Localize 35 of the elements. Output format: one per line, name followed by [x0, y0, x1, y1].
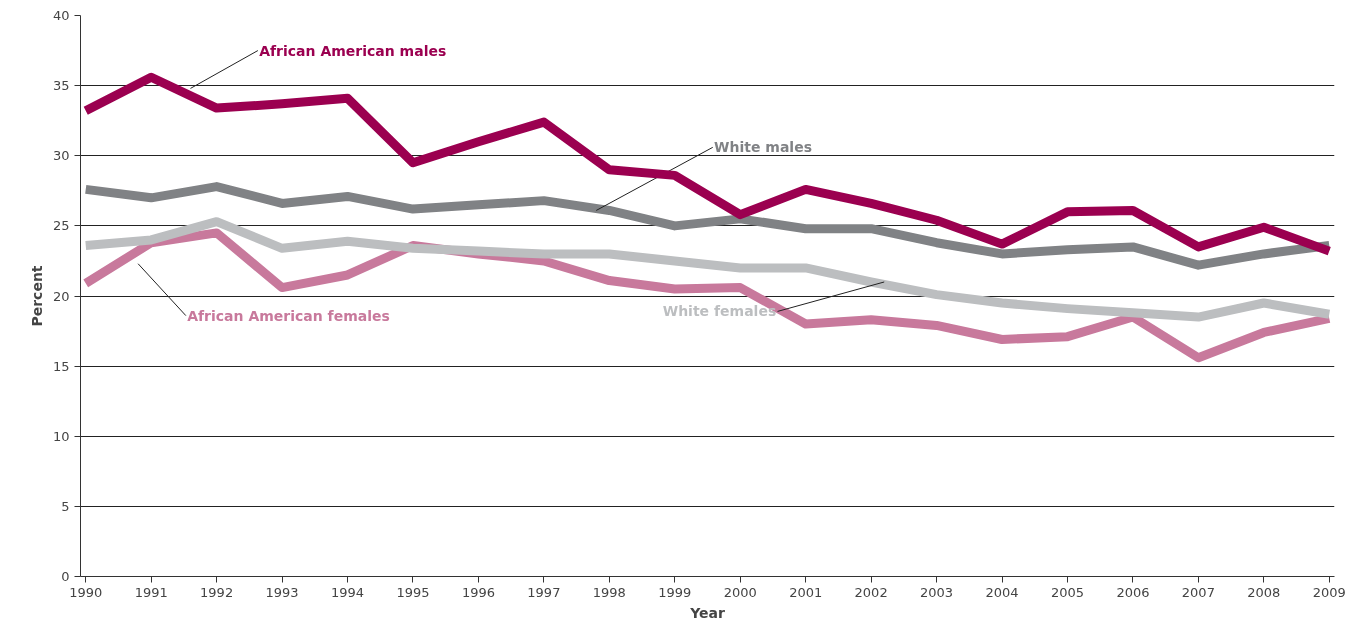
y-tick-label: 20 — [52, 288, 70, 304]
text: African American males — [259, 42, 447, 59]
y-tick-label: 30 — [52, 148, 70, 164]
y-tick-label: 5 — [61, 498, 70, 514]
y-axis-title: Percent — [28, 265, 45, 327]
x-tick-label: 1993 — [265, 584, 299, 600]
x-tick-label: 2001 — [789, 584, 823, 600]
x-tick-label: 2003 — [920, 584, 954, 600]
x-tick-label: 2009 — [1312, 584, 1346, 600]
x-tick-label: 2006 — [1116, 584, 1150, 600]
y-tick-label: 15 — [52, 358, 70, 374]
x-tick-label: 1996 — [461, 584, 495, 600]
x-tick-label: 2008 — [1247, 584, 1281, 600]
x-tick-label: 1991 — [134, 584, 168, 600]
x-tick-label: 1992 — [200, 584, 234, 600]
x-tick-label: 2002 — [854, 584, 888, 600]
x-tick-label: 1995 — [396, 584, 430, 600]
x-tick-label: 2004 — [985, 584, 1019, 600]
x-axis-title: Year — [689, 604, 725, 621]
y-tick-label: 0 — [61, 569, 70, 584]
text: African American females — [187, 307, 390, 324]
x-tick-label: 1998 — [592, 584, 626, 600]
text: White males — [714, 139, 812, 156]
x-tick-label: 1997 — [527, 584, 561, 600]
y-tick-label: 40 — [52, 8, 70, 23]
x-tick-label: 2000 — [723, 584, 757, 600]
x-tick-label: 2007 — [1181, 584, 1215, 600]
x-tick-label: 2005 — [1050, 584, 1085, 600]
y-tick-label: 35 — [52, 78, 70, 94]
x-tick-label: 1994 — [330, 584, 365, 600]
y-tick-label: 10 — [52, 428, 70, 444]
x-tick-label: 1990 — [69, 584, 103, 600]
y-tick-label: 25 — [52, 218, 70, 234]
text: White females — [662, 303, 777, 320]
x-tick-label: 1999 — [658, 584, 692, 600]
